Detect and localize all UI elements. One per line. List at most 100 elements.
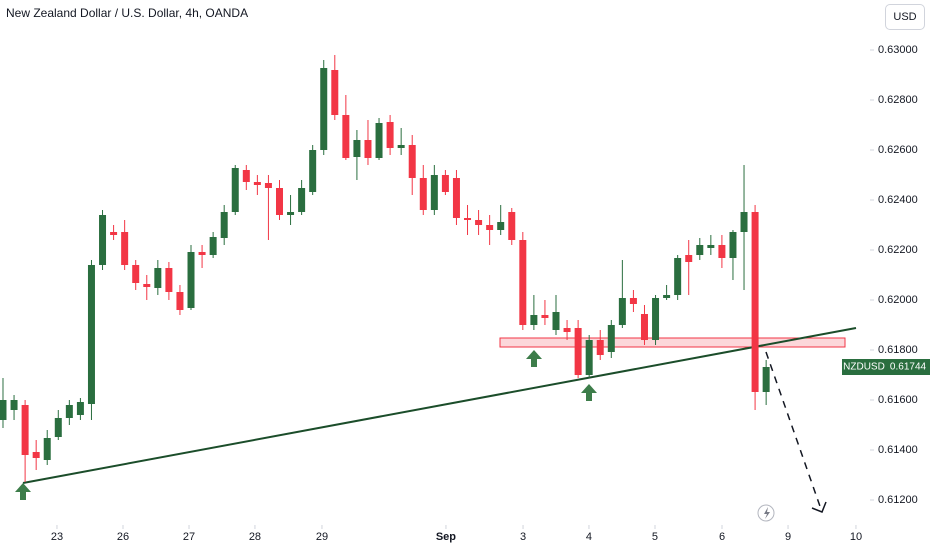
candle-body (320, 68, 328, 150)
x-tick-label: 5 (652, 531, 658, 543)
candle-body (629, 298, 637, 304)
candle-body (652, 298, 660, 340)
candle-body (32, 452, 40, 458)
price-label-box (842, 359, 886, 375)
x-tick-label: 10 (850, 531, 862, 543)
candle-body (397, 145, 405, 148)
x-tick-label: 27 (183, 531, 195, 543)
x-tick-label: 29 (316, 531, 328, 543)
candle-body (253, 182, 261, 185)
y-tick-label: 0.61600 (878, 394, 918, 406)
candle-body (751, 212, 759, 392)
candle-body (696, 245, 704, 255)
candle-body (441, 175, 449, 192)
candle-body (640, 314, 648, 340)
candle-body (331, 70, 339, 115)
candle-body (707, 245, 715, 248)
x-tick-label: Sep (436, 531, 456, 543)
candle-body (54, 418, 62, 437)
candle-body (663, 295, 671, 298)
candle-body (309, 150, 317, 192)
candle-body (43, 438, 51, 460)
candle-body (132, 265, 140, 283)
candle-body (76, 402, 84, 415)
x-tick-label: 3 (520, 531, 526, 543)
y-tick-label: 0.63000 (878, 44, 918, 56)
candle-body (342, 115, 350, 158)
candle-body (386, 122, 394, 148)
currency-button[interactable]: USD (885, 4, 925, 30)
last-price-label: 0.61744 (890, 362, 927, 373)
x-tick-label: 4 (586, 531, 592, 543)
chart-title: New Zealand Dollar / U.S. Dollar, 4h, OA… (6, 6, 248, 20)
candle-body (353, 140, 361, 157)
candle-body (110, 232, 118, 235)
x-tick-label: 26 (117, 531, 129, 543)
candle-body (65, 405, 73, 418)
candle-body (264, 183, 272, 188)
candle-body (674, 258, 682, 295)
candle-body (375, 123, 383, 158)
candle-body (231, 168, 239, 212)
candle-body (275, 188, 283, 215)
candle-body (607, 325, 615, 352)
candle-body (585, 340, 593, 375)
candle-body (729, 232, 737, 258)
y-tick-label: 0.61400 (878, 444, 918, 456)
candle-body (464, 218, 472, 220)
y-tick-label: 0.62000 (878, 294, 918, 306)
candle-body (121, 232, 129, 265)
candle-body (740, 212, 748, 232)
candle-body (718, 245, 726, 258)
x-tick-label: 6 (719, 531, 725, 543)
projection-arrowhead (811, 501, 827, 513)
candle-body (242, 170, 250, 182)
candle-body (143, 284, 151, 287)
candle-body (176, 292, 184, 310)
candle-body (574, 328, 582, 375)
candle-body (685, 255, 693, 262)
candle-body (287, 212, 295, 215)
up-arrow (526, 350, 542, 367)
x-tick-label: 23 (51, 531, 63, 543)
candle-body (519, 240, 527, 325)
candle-body (408, 145, 416, 178)
candle-body (99, 215, 107, 265)
candle-body (298, 188, 306, 212)
candle-body (497, 222, 505, 230)
candle-body (198, 252, 206, 255)
candle-body (419, 178, 427, 210)
candle-body (154, 268, 162, 288)
candle-body (486, 225, 494, 230)
last-price-box (886, 359, 930, 375)
candle-body (220, 212, 228, 238)
candle-body (187, 252, 195, 308)
candle-body (530, 315, 538, 325)
candle-body (618, 298, 626, 325)
candle-body (475, 220, 483, 225)
candle-body (430, 175, 438, 210)
up-arrow (581, 384, 597, 401)
candle-body (165, 268, 173, 292)
candle-body (87, 265, 95, 404)
y-tick-label: 0.61800 (878, 344, 918, 356)
y-tick-label: 0.62800 (878, 94, 918, 106)
y-tick-label: 0.62400 (878, 194, 918, 206)
support-zone (499, 337, 846, 348)
candle-body (0, 400, 7, 420)
candle-body (21, 405, 29, 455)
projection-arrow (765, 351, 823, 513)
candle-body (508, 212, 516, 240)
trend-line (22, 327, 857, 484)
x-tick-label: 28 (249, 531, 261, 543)
event-bolt (764, 507, 770, 519)
candle-body (364, 140, 372, 158)
candle-body (452, 178, 460, 218)
symbol-label: NZDUSD (843, 362, 885, 373)
candle-body (762, 367, 770, 392)
x-tick-label: 9 (785, 531, 791, 543)
candle-body (10, 400, 18, 410)
y-tick-label: 0.62200 (878, 244, 918, 256)
candle-body (596, 340, 604, 355)
